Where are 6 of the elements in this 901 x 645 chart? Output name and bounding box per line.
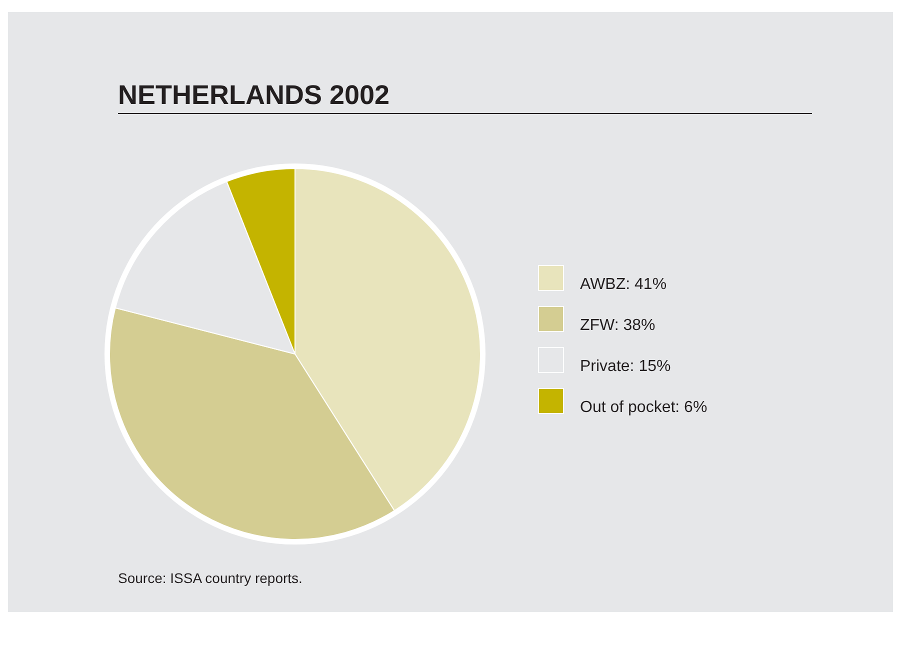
legend-label: AWBZ: 41% [580, 276, 667, 294]
legend-label: Out of pocket: 6% [580, 398, 708, 416]
source-note: Source: ISSA country reports. [118, 570, 302, 586]
chart-title: NETHERLANDS 2002 [118, 80, 812, 114]
legend-label: ZFW: 38% [580, 316, 656, 334]
legend-label: Private: 15% [580, 358, 671, 376]
